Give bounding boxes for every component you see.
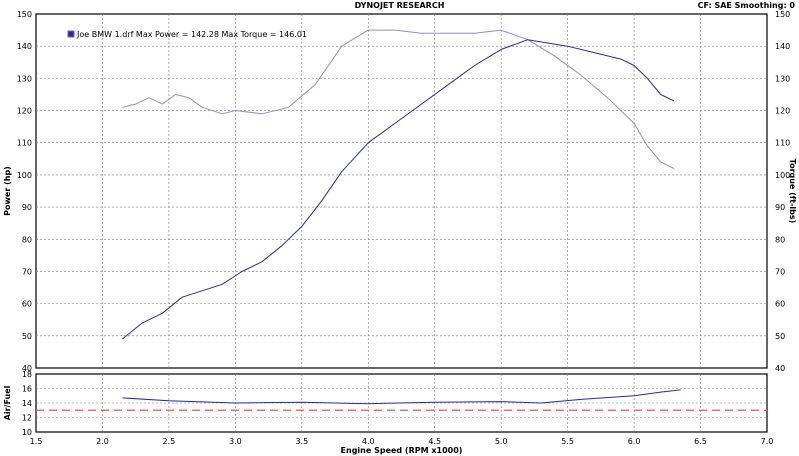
y-tick-label-airfuel: 10 xyxy=(22,428,32,437)
y-tick-label-torque: 40 xyxy=(775,364,785,373)
x-tick-label: 5.0 xyxy=(495,437,508,446)
y-tick-label-power: 70 xyxy=(22,267,32,276)
y-tick-label-power: 150 xyxy=(17,10,32,19)
y-axis-title-power: Power (hp) xyxy=(3,166,12,216)
y-tick-label-torque: 70 xyxy=(775,267,785,276)
torque-series-line xyxy=(122,29,675,169)
power-series-line xyxy=(122,39,675,340)
y-tick-label-airfuel: 14 xyxy=(22,399,32,408)
y-axis-title-torque: Torque (ft-lbs) xyxy=(788,159,797,224)
y-tick-label-torque: 120 xyxy=(775,107,790,116)
y-tick-label-airfuel: 18 xyxy=(22,370,32,379)
y-tick-label-torque: 90 xyxy=(775,203,785,212)
x-tick-label: 6.5 xyxy=(694,437,707,446)
y-tick-label-power: 140 xyxy=(17,42,32,51)
airfuel-series-line xyxy=(122,389,681,405)
x-tick-label: 3.0 xyxy=(229,437,242,446)
y-tick-label-power: 100 xyxy=(17,171,32,180)
x-tick-label: 2.0 xyxy=(96,437,109,446)
x-tick-label: 7.0 xyxy=(761,437,774,446)
y-tick-label-torque: 100 xyxy=(775,171,790,180)
x-tick-label: 5.5 xyxy=(561,437,574,446)
y-tick-label-torque: 50 xyxy=(775,332,785,341)
y-tick-label-torque: 80 xyxy=(775,235,785,244)
y-tick-label-power: 120 xyxy=(17,107,32,116)
legend: Joe BMW 1.drf Max Power = 142.28 Max Tor… xyxy=(67,30,307,39)
y-tick-label-power: 110 xyxy=(17,139,32,148)
correction-info: CF: SAE Smoothing: 0 xyxy=(697,1,795,10)
x-tick-label: 4.0 xyxy=(362,437,375,446)
series-layer xyxy=(36,29,767,411)
y-axis-title-airfuel: Air/Fuel xyxy=(3,385,12,420)
chart-title: DYNOJET RESEARCH xyxy=(354,1,445,10)
labels-layer: 1.5 2.0 2.5 3.0 3.5 4.0 4.5 5.0 5.5 6.0 6.5 7.0 40 40… xyxy=(3,10,797,455)
y-tick-label-power: 90 xyxy=(22,203,32,212)
main-grid xyxy=(36,14,767,368)
y-tick-label-airfuel: 12 xyxy=(22,414,32,423)
legend-entry: Joe BMW 1.drf Max Power = 142.28 Max Tor… xyxy=(76,30,307,39)
x-tick-label: 1.5 xyxy=(30,437,43,446)
x-tick-label: 6.0 xyxy=(628,437,641,446)
y-tick-label-torque: 60 xyxy=(775,300,785,309)
y-tick-label-torque: 150 xyxy=(775,10,790,19)
y-tick-label-power: 40 xyxy=(22,364,32,373)
x-tick-label: 4.5 xyxy=(428,437,441,446)
y-tick-label-power: 80 xyxy=(22,235,32,244)
y-tick-label-torque: 130 xyxy=(775,74,790,83)
main-plot-frame xyxy=(35,13,768,369)
legend-swatch xyxy=(67,30,75,38)
x-tick-label: 2.5 xyxy=(163,437,176,446)
y-tick-label-airfuel: 16 xyxy=(22,385,32,394)
x-axis-title: Engine Speed (RPM x1000) xyxy=(341,446,463,455)
y-tick-label-power: 50 xyxy=(22,332,32,341)
y-tick-label-power: 130 xyxy=(17,74,32,83)
x-tick-label: 3.5 xyxy=(295,437,308,446)
y-tick-label-torque: 140 xyxy=(775,42,790,51)
y-tick-label-power: 60 xyxy=(22,300,32,309)
y-tick-label-torque: 110 xyxy=(775,139,790,148)
